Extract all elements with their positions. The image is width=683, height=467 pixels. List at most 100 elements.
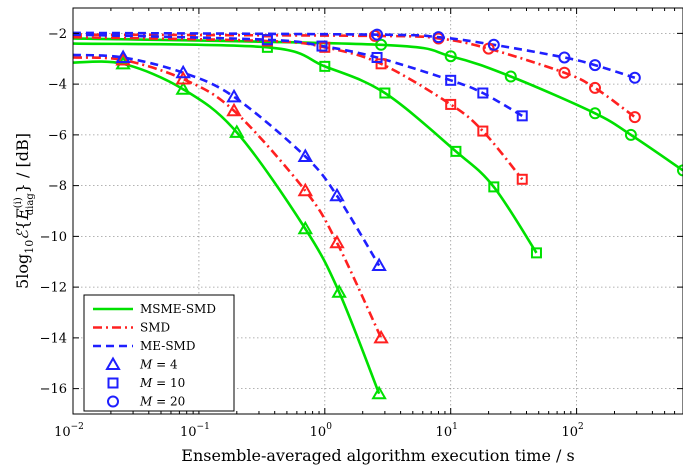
data-point-msme-smd-m20 <box>624 128 637 141</box>
data-point-msme-smd-m4 <box>175 81 191 95</box>
plot-frame <box>72 7 683 415</box>
data-point-msme-smd-m4 <box>331 284 347 298</box>
x-tick-label: 101 <box>436 422 458 440</box>
x-tick-label: 10−2 <box>54 422 84 440</box>
data-point-me-smd-m20 <box>432 31 445 44</box>
legend-label: M = 4 <box>139 358 178 372</box>
data-point-msme-smd-m20 <box>375 38 388 51</box>
legend-label-eq: = 4 <box>152 358 178 372</box>
series-line-me-smd-m4 <box>72 53 381 267</box>
y-label-prefix: 5log <box>13 254 32 289</box>
legend-label: M = 10 <box>139 376 185 390</box>
data-point-smd-m4 <box>373 329 389 344</box>
data-point-smd-m4 <box>297 182 314 197</box>
data-point-msme-smd-m20 <box>504 70 517 83</box>
marker-layer <box>115 28 683 400</box>
data-point-me-smd-m4 <box>175 64 191 79</box>
legend-label: MSME-SMD <box>140 302 216 316</box>
data-point-me-smd-m4 <box>329 187 345 202</box>
x-tick-exponent: 0 <box>326 422 332 432</box>
legend-label: M = 20 <box>139 395 185 409</box>
data-point-msme-smd-m4 <box>115 55 131 70</box>
y-tick-label: −16 <box>40 382 67 397</box>
data-point-msme-smd-m20 <box>588 107 601 120</box>
data-point-msme-smd-m20 <box>444 50 457 63</box>
data-point-me-smd-m20 <box>588 59 601 72</box>
data-point-msme-smd-m4 <box>229 124 245 138</box>
data-point-me-smd-m10 <box>516 110 528 122</box>
data-point-me-smd-m4 <box>226 88 242 103</box>
data-point-msme-smd-m10 <box>488 181 500 193</box>
data-point-me-smd-m20 <box>628 71 641 84</box>
x-axis-label: Ensemble-averaged algorithm execution ti… <box>181 446 574 465</box>
y-label-e-var: E <box>13 208 32 221</box>
x-tick-base: 10 <box>561 425 578 440</box>
data-point-me-smd-m20 <box>558 51 571 64</box>
x-tick-label: 102 <box>561 422 583 440</box>
data-point-smd-m10 <box>319 41 331 53</box>
data-point-smd-m10 <box>516 173 528 185</box>
data-point-smd-m20 <box>558 66 571 79</box>
x-axis-ticks: 10−2 10−1 100 101 102 <box>54 8 683 440</box>
data-point-me-smd-m20 <box>487 38 500 51</box>
data-point-me-smd-m20 <box>371 28 384 41</box>
data-point-msme-smd-m20 <box>677 164 683 177</box>
x-tick-base: 10 <box>180 425 197 440</box>
legend-marker <box>105 356 121 370</box>
data-point-smd-m20 <box>588 81 601 94</box>
y-label-script-e: ℰ <box>13 228 32 240</box>
y-label-sub10: 10 <box>23 240 36 254</box>
y-tick-label: −10 <box>40 230 67 245</box>
data-point-msme-smd-m10 <box>319 60 331 72</box>
data-point-me-smd-m4 <box>371 257 387 272</box>
x-tick-label: 100 <box>310 422 333 440</box>
data-point-me-smd-m4 <box>297 148 314 162</box>
x-tick-base: 10 <box>54 425 71 440</box>
x-tick-exponent: 1 <box>452 422 458 432</box>
series-line-smd-m4 <box>72 56 383 339</box>
y-axis-ticks: −2 −4 −6 −8 −10 −12 −14 −16 <box>40 27 683 397</box>
legend-box <box>83 294 235 412</box>
data-point-smd-m4 <box>115 52 131 66</box>
data-point-me-smd-m10 <box>371 51 383 63</box>
data-point-smd-m20 <box>628 111 641 124</box>
y-tick-label: −2 <box>48 27 67 42</box>
series-line-msme-smd-m10 <box>72 42 538 254</box>
x-tick-label: 10−1 <box>180 422 210 440</box>
y-label-close-brace: } <box>13 183 32 193</box>
x-tick-exponent: 2 <box>578 422 584 432</box>
y-label-sup: (i) <box>13 197 24 208</box>
data-point-msme-smd-m10 <box>261 41 273 53</box>
data-point-msme-smd-m4 <box>297 220 314 235</box>
y-tick-label: −4 <box>48 78 67 93</box>
legend-label-eq: = 20 <box>152 395 185 409</box>
data-point-smd-m10 <box>477 125 489 137</box>
legend-label-var: M <box>139 358 153 372</box>
data-point-me-smd-m10 <box>445 74 457 86</box>
y-label-open-brace: { <box>13 220 32 230</box>
y-tick-label: −14 <box>40 331 67 346</box>
data-point-me-smd-m10 <box>477 87 489 99</box>
legend-label: ME-SMD <box>140 339 195 353</box>
y-label-suffix: / [dB] <box>13 133 32 183</box>
x-tick-exponent: −1 <box>197 422 210 432</box>
y-tick-label: −12 <box>40 281 67 296</box>
legend-marker <box>107 377 119 389</box>
x-tick-base: 10 <box>436 425 453 440</box>
data-point-me-smd-m10 <box>316 40 328 52</box>
data-point-me-smd-m10 <box>261 34 273 46</box>
x-tick-exponent: −2 <box>71 422 84 432</box>
legend-marker <box>107 395 119 408</box>
legend-label-eq: = 10 <box>152 376 185 390</box>
series-line-msme-smd-m20 <box>72 37 683 172</box>
data-point-msme-smd-m10 <box>530 247 542 259</box>
data-point-me-smd-m4 <box>115 49 131 63</box>
legend-label-var: M <box>139 376 153 390</box>
data-point-msme-smd-m4 <box>371 385 387 400</box>
data-point-smd-m10 <box>445 98 457 110</box>
data-point-msme-smd-m10 <box>450 145 462 157</box>
series-line-me-smd-m10 <box>72 33 523 117</box>
y-tick-label: −6 <box>48 128 67 143</box>
